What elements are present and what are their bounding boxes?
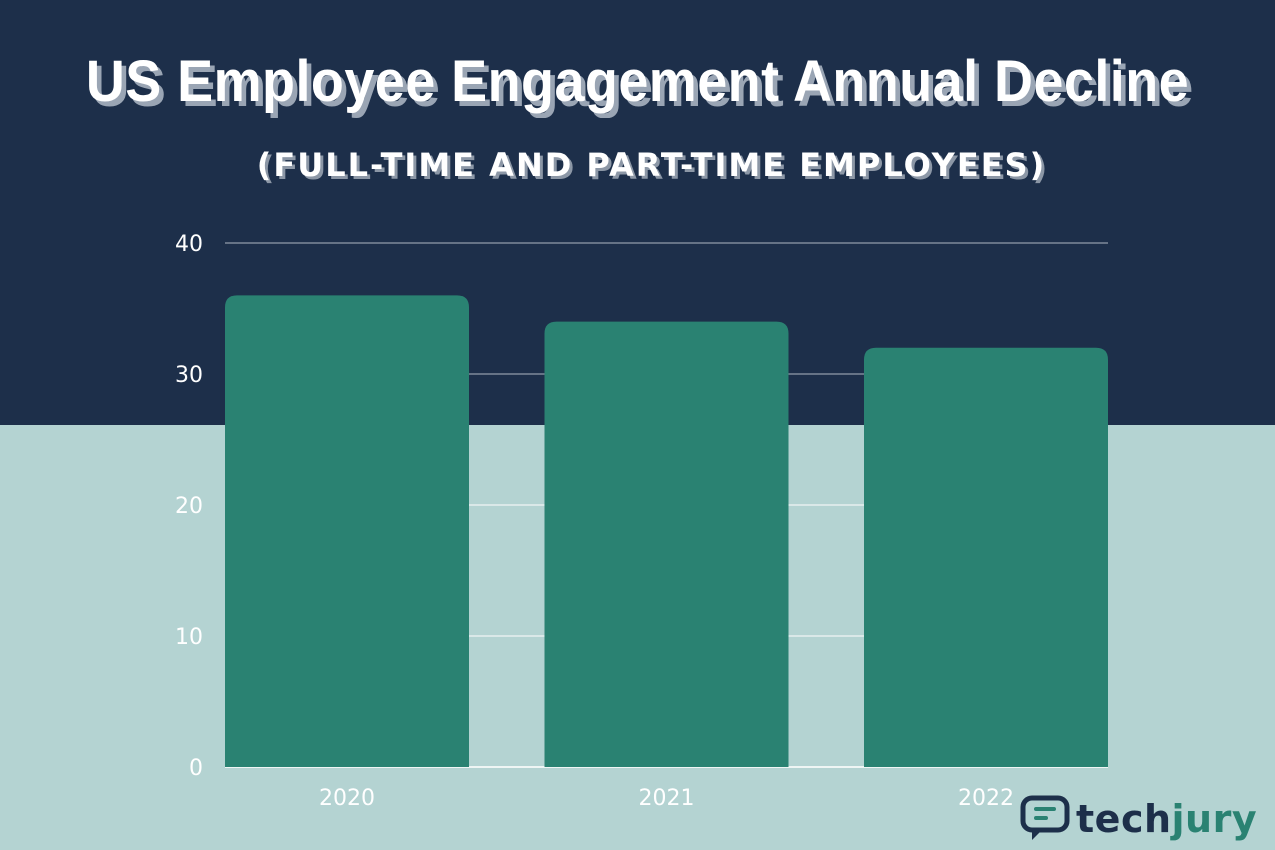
- bar-2021: [544, 321, 789, 767]
- bar-2020: [225, 295, 469, 767]
- x-tick-label: 2022: [958, 786, 1014, 811]
- y-tick-label: 10: [175, 625, 203, 650]
- chat-bubble-icon: [1020, 795, 1070, 840]
- logo-wordmark: techjury: [1076, 800, 1257, 838]
- logo-text-tech: tech: [1076, 797, 1172, 841]
- x-axis-ticks: 2020 2021 2022: [319, 786, 1014, 811]
- y-axis-ticks: 0 10 20 30 40: [175, 232, 203, 781]
- logo-text-jury: jury: [1171, 797, 1258, 841]
- y-tick-label: 30: [175, 363, 203, 388]
- y-tick-label: 20: [175, 494, 203, 519]
- x-tick-label: 2021: [639, 786, 695, 811]
- bar-2022: [864, 347, 1108, 767]
- y-tick-label: 0: [189, 756, 203, 781]
- x-tick-label: 2020: [319, 786, 375, 811]
- chart-subtitle: (FULL-TIME AND PART-TIME EMPLOYEES): [256, 146, 1047, 184]
- bars: [225, 295, 1108, 767]
- techjury-logo: techjury: [1020, 795, 1260, 843]
- chart-title: US Employee Engagement Annual Decline: [85, 49, 1190, 114]
- y-tick-label: 40: [175, 232, 203, 257]
